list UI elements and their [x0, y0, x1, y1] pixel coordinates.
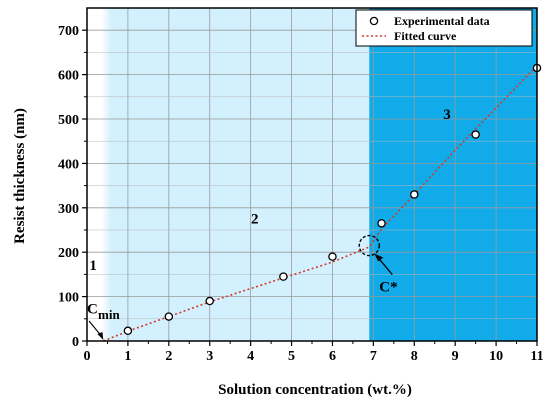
experimental-data-point	[328, 252, 337, 261]
region-3-background	[369, 8, 537, 341]
legend-label-fitted: Fitted curve	[394, 29, 457, 43]
cmin-arrowhead	[97, 332, 104, 340]
region-label-1: 1	[89, 258, 97, 274]
x-tick-label: 5	[288, 349, 295, 364]
cstar-label: C*	[379, 280, 397, 296]
y-tick-label: 500	[58, 113, 79, 128]
region-edge-gradient	[101, 8, 112, 341]
experimental-data-point	[123, 326, 133, 336]
cmin-subscript: min	[98, 307, 120, 322]
y-tick-label: 0	[72, 335, 79, 350]
y-tick-label: 300	[58, 202, 79, 217]
annotations: 1 2 3 C min C*	[87, 107, 451, 340]
y-tick-label: 100	[58, 291, 79, 306]
region-2-background	[107, 8, 370, 341]
experimental-data-point	[164, 312, 174, 321]
x-axis-title: Solution concentration (wt.%)	[218, 382, 412, 398]
y-axis-title: Resist thickness (nm)	[12, 108, 28, 244]
y-tick-label: 600	[58, 69, 79, 84]
region-label-2: 2	[251, 211, 259, 227]
x-tick-label: 3	[206, 349, 213, 364]
x-tick-label: 9	[452, 349, 459, 364]
x-tick-label: 4	[247, 349, 254, 364]
experimental-data-point	[410, 190, 419, 199]
x-tick-label: 6	[329, 349, 336, 364]
experimental-data-point	[471, 130, 480, 139]
x-tick-label: 2	[165, 349, 172, 364]
experimental-data-point	[279, 272, 288, 281]
x-tick-label: 11	[530, 349, 543, 364]
experimental-data-point	[377, 219, 386, 228]
y-tick-label: 700	[58, 24, 79, 39]
legend-marker-experimental	[369, 16, 379, 26]
x-tick-label: 1	[124, 349, 131, 364]
background-regions	[87, 8, 537, 341]
cstar-arrowhead	[374, 253, 384, 262]
legend-label-experimental: Experimental data	[394, 14, 490, 28]
y-tick-label: 200	[58, 246, 79, 261]
y-tick-label: 400	[58, 157, 79, 172]
cstar-circle	[358, 234, 380, 257]
legend-box	[355, 9, 533, 47]
experimental-points-group	[123, 63, 542, 336]
experimental-data-point	[205, 296, 214, 306]
region-label-3: 3	[443, 107, 451, 123]
x-tick-label: 10	[489, 349, 503, 364]
x-tick-label: 0	[84, 349, 91, 364]
gridlines	[87, 8, 537, 341]
x-tick-label: 8	[411, 349, 418, 364]
x-tick-label: 7	[370, 349, 377, 364]
cmin-label: C	[87, 301, 98, 317]
axes: 0 1 2 3 4 5 6 7 8 9 10 11 0 100 200 300 400 500 600 700	[58, 24, 544, 364]
